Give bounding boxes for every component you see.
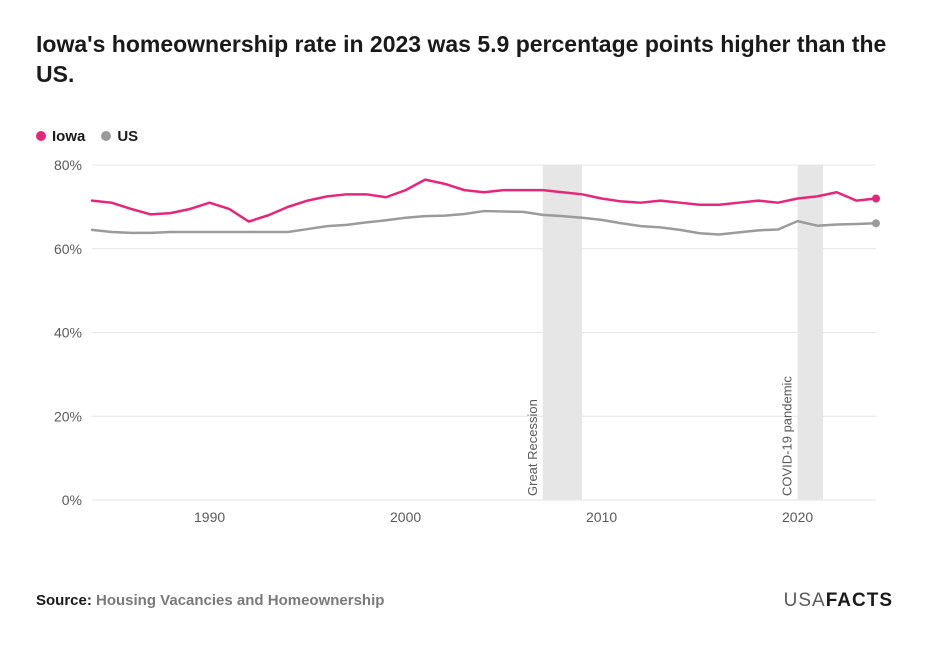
band-label: Great Recession [525, 399, 540, 496]
legend-item-iowa: Iowa [36, 128, 85, 145]
source-label: Source: [36, 592, 96, 609]
footer: Source: Housing Vacancies and Homeowners… [36, 590, 893, 612]
x-tick-label: 2000 [390, 509, 421, 525]
brand-light: USA [784, 590, 826, 611]
legend-label-us: US [117, 128, 138, 145]
source: Source: Housing Vacancies and Homeowners… [36, 592, 384, 609]
y-tick-label: 60% [54, 241, 82, 257]
legend-swatch-iowa [36, 131, 46, 141]
legend-label-iowa: Iowa [52, 128, 85, 145]
source-link[interactable]: Housing Vacancies and Homeownership [96, 592, 384, 609]
y-tick-label: 40% [54, 324, 82, 340]
legend: Iowa US [36, 128, 893, 145]
iowa-end-marker [872, 194, 880, 202]
x-tick-label: 2010 [586, 509, 617, 525]
brand-bold: FACTS [826, 590, 893, 611]
legend-item-us: US [101, 128, 138, 145]
iowa-line [92, 179, 876, 221]
y-tick-label: 80% [54, 157, 82, 173]
band-label: COVID-19 pandemic [780, 375, 795, 495]
chart-area: 0% 20% 40% 60% 80% 1990 2000 2010 2020 Great Rece… [36, 155, 893, 560]
x-tick-label: 2020 [782, 509, 813, 525]
us-line [92, 211, 876, 234]
us-end-marker [872, 219, 880, 227]
line-chart: 0% 20% 40% 60% 80% 1990 2000 2010 2020 Great Rece… [36, 155, 893, 555]
chart-title: Iowa's homeownership rate in 2023 was 5.… [36, 30, 893, 90]
legend-swatch-us [101, 131, 111, 141]
y-tick-label: 20% [54, 408, 82, 424]
brand-logo: USAFACTS [784, 590, 893, 612]
y-tick-label: 0% [62, 492, 82, 508]
x-tick-label: 1990 [194, 509, 225, 525]
